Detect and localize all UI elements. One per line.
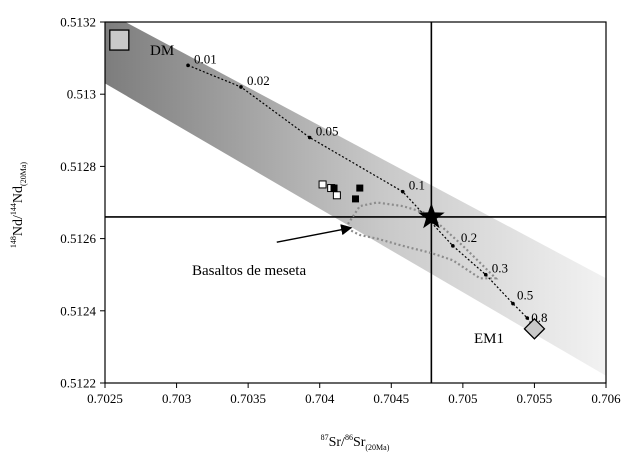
y-axis-ticks: 0.5122 0.5124 0.5126 0.5128 0.513 0.5132 [60, 15, 105, 391]
filled-square-point [352, 195, 359, 203]
plot-frame [104, 21, 607, 384]
filled-square-point [330, 184, 338, 192]
mixing-curve: 0.010.020.050.10.20.30.50.8 [186, 51, 548, 330]
end-members [109, 29, 546, 340]
x-axis-ticks: 0.7025 0.703 0.7035 0.704 0.7045 0.705 0.7055 0… [87, 383, 621, 406]
x-tick-label: 0.7055 [517, 391, 553, 406]
mixing-label: 0.02 [247, 73, 270, 88]
dm-label: DM [150, 43, 174, 59]
open-square-point [332, 191, 341, 200]
mixing-point [451, 244, 455, 248]
x-tick-label: 0.7025 [87, 391, 123, 406]
y-tick-label: 0.5124 [60, 303, 96, 318]
mixing-label: 0.3 [492, 261, 508, 276]
x-tick-label: 0.703 [162, 391, 191, 406]
reference-lines [105, 22, 606, 383]
y-tick-label: 0.5132 [60, 15, 96, 30]
x-tick-label: 0.7045 [373, 391, 409, 406]
sample-points [318, 180, 445, 229]
mixing-label: 0.5 [517, 288, 533, 303]
y-axis-title: 148Nd/144Nd(20Ma) [9, 162, 28, 248]
mixing-label: 0.1 [409, 178, 425, 193]
em1-label: EM1 [474, 331, 504, 347]
mixing-curve-line [187, 64, 535, 330]
x-tick-label: 0.706 [591, 391, 621, 406]
x-tick-label: 0.705 [448, 391, 477, 406]
mixing-label: 0.2 [461, 230, 477, 245]
y-tick-label: 0.513 [67, 87, 96, 102]
mixing-point [239, 85, 243, 89]
x-axis-title: 87Sr/86Sr(20Ma) [321, 433, 390, 452]
mixing-label: 0.05 [316, 124, 339, 139]
star-point [418, 202, 445, 229]
y-tick-label: 0.5126 [60, 231, 96, 246]
field-outline [343, 201, 499, 280]
x-tick-label: 0.704 [305, 391, 335, 406]
mixing-point [511, 301, 515, 306]
mixing-point [186, 63, 190, 68]
field-label: Basaltos de meseta [192, 263, 306, 279]
filled-square-point [356, 184, 364, 192]
y-tick-label: 0.5122 [60, 376, 96, 391]
open-square-point [318, 180, 327, 189]
y-tick-label: 0.5128 [60, 159, 96, 174]
em1-marker [523, 317, 546, 340]
mixing-point [483, 272, 488, 277]
mixing-point [525, 316, 530, 320]
field-arrow [276, 224, 353, 243]
mixing-point [400, 189, 405, 194]
mixing-point [307, 135, 312, 140]
mixing-label: 0.01 [194, 51, 217, 66]
dm-marker [109, 29, 130, 51]
basalt-field [276, 201, 499, 280]
x-tick-label: 0.7035 [230, 391, 266, 406]
